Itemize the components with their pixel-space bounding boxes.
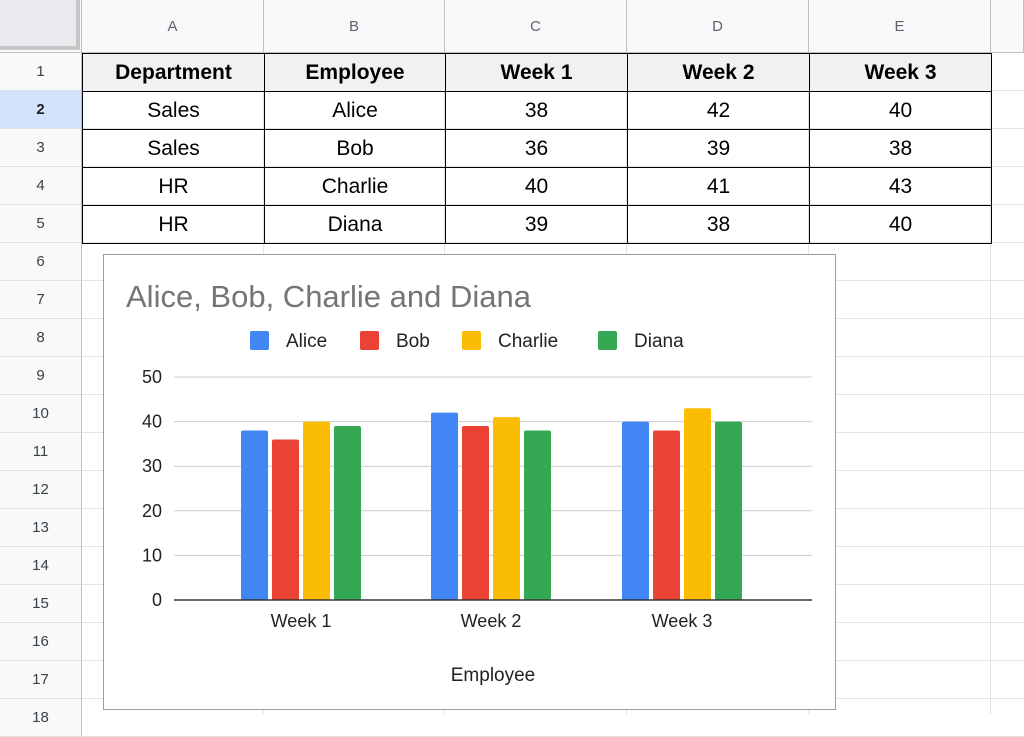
legend-swatch-diana — [598, 331, 617, 350]
row-header-8[interactable]: 8 — [0, 319, 82, 357]
x-tick-label: Week 2 — [461, 611, 522, 631]
select-all-corner[interactable] — [0, 0, 82, 53]
table-cell[interactable]: 40 — [809, 205, 992, 244]
row-header-6[interactable]: 6 — [0, 243, 82, 281]
table-cell[interactable]: Sales — [82, 129, 265, 168]
table-cell[interactable]: HR — [82, 167, 265, 206]
x-tick-label: Week 1 — [271, 611, 332, 631]
table-header-cell[interactable]: Week 2 — [627, 53, 810, 92]
bar-diana-week-3 — [715, 421, 742, 600]
row-header-14[interactable]: 14 — [0, 547, 82, 585]
table-cell[interactable]: 41 — [627, 167, 810, 206]
table-cell[interactable]: Diana — [264, 205, 446, 244]
bar-bob-week-2 — [462, 426, 489, 600]
row-header-12[interactable]: 12 — [0, 471, 82, 509]
row-header-9[interactable]: 9 — [0, 357, 82, 395]
gridline — [82, 204, 1024, 205]
table-cell[interactable]: HR — [82, 205, 265, 244]
table-header-cell[interactable]: Employee — [264, 53, 446, 92]
row-header-4[interactable]: 4 — [0, 167, 82, 205]
legend-swatch-alice — [250, 331, 269, 350]
bar-bob-week-1 — [272, 439, 299, 600]
row-header-7[interactable]: 7 — [0, 281, 82, 319]
y-tick-label: 50 — [142, 367, 162, 387]
legend-label-diana: Diana — [634, 331, 684, 352]
embedded-chart[interactable]: Alice, Bob, Charlie and Diana Alice Bob Cha… — [103, 254, 836, 710]
legend-swatch-bob — [360, 331, 379, 350]
table-cell[interactable]: 36 — [445, 129, 628, 168]
table-cell[interactable]: 38 — [445, 91, 628, 130]
bar-diana-week-2 — [524, 430, 551, 600]
row-header-18[interactable]: 18 — [0, 699, 82, 737]
row-header-17[interactable]: 17 — [0, 661, 82, 699]
table-header-cell[interactable]: Department — [82, 53, 265, 92]
row-header-13[interactable]: 13 — [0, 509, 82, 547]
x-axis-title: Employee — [451, 665, 536, 686]
table-cell[interactable]: 39 — [627, 129, 810, 168]
row-header-3[interactable]: 3 — [0, 129, 82, 167]
column-header-f[interactable] — [991, 0, 1024, 53]
legend-label-charlie: Charlie — [498, 331, 558, 352]
gridline — [82, 242, 1024, 243]
table-cell[interactable]: 42 — [627, 91, 810, 130]
row-header-11[interactable]: 11 — [0, 433, 82, 471]
table-cell[interactable]: 38 — [809, 129, 992, 168]
bar-charlie-week-1 — [303, 421, 330, 600]
table-header-cell[interactable]: Week 3 — [809, 53, 992, 92]
chart-canvas: Alice, Bob, Charlie and Diana Alice Bob Cha… — [126, 279, 812, 686]
row-header-15[interactable]: 15 — [0, 585, 82, 623]
x-tick-label: Week 3 — [652, 611, 713, 631]
y-tick-label: 40 — [142, 412, 162, 432]
legend-label-alice: Alice — [286, 331, 327, 352]
bar-bob-week-3 — [653, 430, 680, 600]
column-header-d[interactable]: D — [627, 0, 809, 53]
legend-swatch-charlie — [462, 331, 481, 350]
row-header-16[interactable]: 16 — [0, 623, 82, 661]
table-cell[interactable]: Charlie — [264, 167, 446, 206]
table-cell[interactable]: Bob — [264, 129, 446, 168]
gridline — [82, 128, 1024, 129]
column-header-c[interactable]: C — [445, 0, 627, 53]
bar-charlie-week-2 — [493, 417, 520, 600]
column-header-e[interactable]: E — [809, 0, 991, 53]
bar-alice-week-1 — [241, 430, 268, 600]
table-cell[interactable]: 40 — [809, 91, 992, 130]
column-header-b[interactable]: B — [264, 0, 445, 53]
gridline — [82, 166, 1024, 167]
y-tick-label: 10 — [142, 545, 162, 565]
row-header-2[interactable]: 2 — [0, 91, 82, 129]
bar-alice-week-3 — [622, 421, 649, 600]
bar-charlie-week-3 — [684, 408, 711, 600]
y-tick-label: 20 — [142, 501, 162, 521]
table-header-cell[interactable]: Week 1 — [445, 53, 628, 92]
legend-label-bob: Bob — [396, 331, 430, 352]
y-tick-label: 0 — [152, 590, 162, 610]
table-cell[interactable]: Sales — [82, 91, 265, 130]
table-cell[interactable]: 38 — [627, 205, 810, 244]
chart-title: Alice, Bob, Charlie and Diana — [126, 279, 532, 314]
y-tick-label: 30 — [142, 456, 162, 476]
column-header-a[interactable]: A — [82, 0, 264, 53]
table-cell[interactable]: 43 — [809, 167, 992, 206]
table-cell[interactable]: Alice — [264, 91, 446, 130]
row-header-1[interactable]: 1 — [0, 53, 82, 91]
table-cell[interactable]: 39 — [445, 205, 628, 244]
table-cell[interactable]: 40 — [445, 167, 628, 206]
gridline — [990, 53, 991, 714]
bar-diana-week-1 — [334, 426, 361, 600]
bar-alice-week-2 — [431, 412, 458, 600]
row-header-10[interactable]: 10 — [0, 395, 82, 433]
row-header-5[interactable]: 5 — [0, 205, 82, 243]
